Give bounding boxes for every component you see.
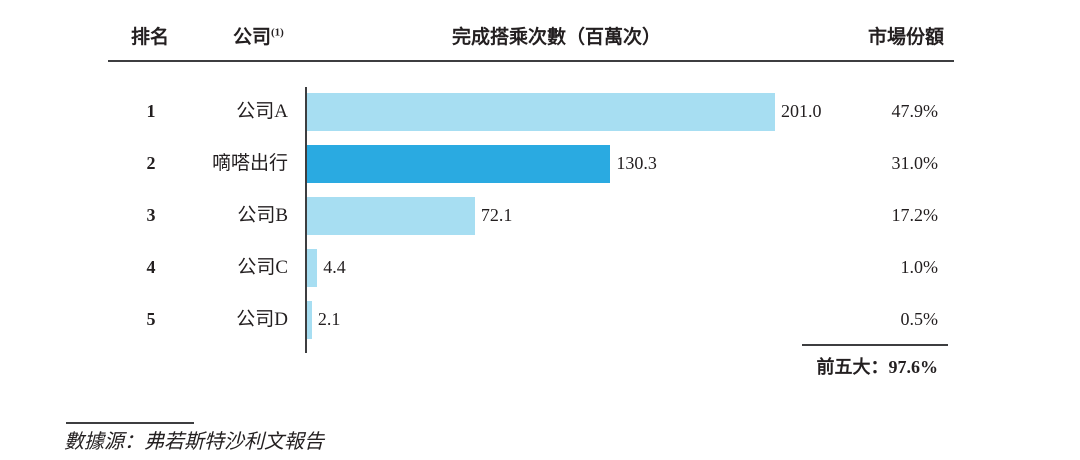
ride-count-value: 2.1 (317, 309, 341, 329)
footnote-divider-line (66, 422, 194, 424)
row-rank: 1 (146, 101, 156, 121)
column-header-rank: 排名 (131, 27, 170, 48)
ride-count-bar (307, 145, 611, 183)
row-company-name: 公司C (237, 257, 288, 278)
ride-count-bar (307, 197, 475, 235)
column-header-company-text: 公司 (233, 27, 272, 48)
data-source-footnote: 數據源：弗若斯特沙利文報告 (64, 431, 324, 453)
ride-count-value: 130.3 (616, 153, 657, 173)
ride-count-value: 72.1 (480, 205, 513, 225)
row-rank: 2 (146, 153, 156, 173)
row-company-name: 公司B (237, 205, 288, 226)
market-share-value: 47.9% (891, 101, 939, 121)
market-share-value: 1.0% (900, 257, 939, 277)
ride-count-value: 4.4 (323, 257, 346, 277)
top-five-subtotal-label: 前五大： (816, 357, 889, 377)
footnote-marker-superscript: (1) (271, 26, 284, 39)
market-share-value: 0.5% (900, 309, 939, 329)
subtotal-divider-line (802, 344, 948, 346)
column-header-company: 公司(1) (233, 27, 284, 49)
chart-axis-line (305, 87, 307, 353)
row-company-name: 嘀嗒出行 (211, 153, 288, 174)
row-rank: 4 (146, 257, 156, 277)
top-five-subtotal: 前五大：97.6% (817, 356, 939, 378)
market-share-value: 31.0% (891, 153, 939, 173)
ride-count-value: 201.0 (781, 101, 822, 121)
row-company-name: 公司A (236, 101, 288, 122)
row-rank: 5 (146, 309, 156, 329)
column-header-rides: 完成搭乘次數（百萬次） (452, 27, 662, 48)
ride-count-bar (307, 93, 775, 131)
market-share-value: 17.2% (891, 205, 939, 225)
header-divider-line (108, 60, 954, 62)
top-five-subtotal-value: 97.6% (888, 357, 939, 377)
ride-count-bar (307, 301, 312, 339)
column-header-market-share: 市場份額 (867, 27, 944, 48)
row-rank: 3 (146, 205, 156, 225)
row-company-name: 公司D (236, 309, 288, 330)
ride-count-bar (307, 249, 318, 287)
